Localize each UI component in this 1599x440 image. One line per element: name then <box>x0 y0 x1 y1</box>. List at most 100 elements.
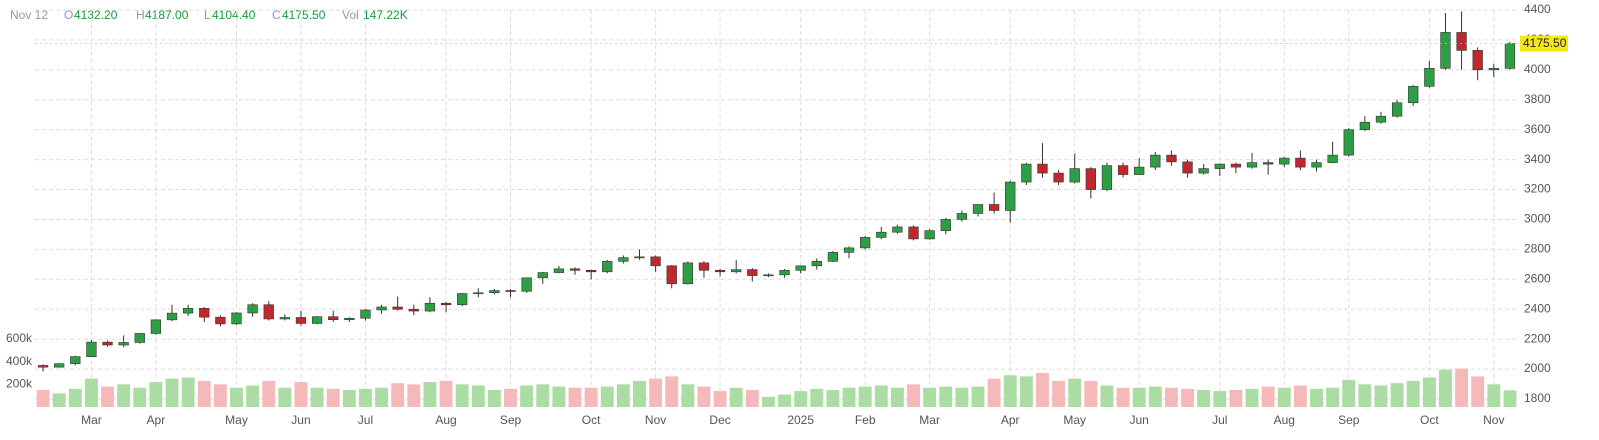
candle-body <box>473 292 484 295</box>
volume-bars <box>36 368 1517 407</box>
volume-bar <box>1277 387 1291 407</box>
x-tick-label: Oct <box>582 413 601 427</box>
volume-bar <box>1390 383 1404 407</box>
volume-bar <box>165 378 179 407</box>
volume-bar <box>407 384 421 407</box>
candle-body <box>231 312 242 325</box>
x-tick-label: Apr <box>1001 413 1020 427</box>
candle-body <box>1246 162 1258 168</box>
volume-bar <box>101 386 114 407</box>
last-price-label: 4175.50 <box>1523 36 1567 50</box>
candle-body <box>1069 168 1080 183</box>
x-tick-label: Feb <box>855 413 876 427</box>
y-tick-label: 3400 <box>1524 152 1551 166</box>
y-tick-label: 2600 <box>1524 271 1551 285</box>
candle-body <box>827 252 839 262</box>
candle-body <box>1263 162 1274 165</box>
candle-body <box>279 317 290 320</box>
volume-bar <box>230 387 243 407</box>
header-label: Vol <box>342 8 359 22</box>
volume-bar <box>375 387 389 407</box>
candle-body <box>311 316 323 324</box>
candle-body <box>489 290 500 294</box>
candle-body <box>1311 162 1322 168</box>
volume-bar <box>294 382 308 407</box>
header-value: 4132.20 <box>74 8 118 22</box>
candle-body <box>199 308 210 318</box>
volume-bar <box>536 384 550 407</box>
candle-body <box>1053 172 1064 183</box>
candle-body <box>892 226 903 233</box>
candle-body <box>908 226 919 240</box>
candle-body <box>295 317 307 324</box>
candle-body <box>553 268 565 273</box>
volume-bar <box>1084 380 1098 407</box>
candle-body <box>698 262 710 271</box>
candle-body <box>1279 157 1290 165</box>
candle-body <box>1037 163 1048 174</box>
candle-body <box>1343 129 1354 156</box>
candle-body <box>1117 165 1129 175</box>
candle-body <box>263 304 274 320</box>
volume-bar <box>697 386 711 407</box>
volume-bar <box>117 384 131 407</box>
x-tick-label: Jul <box>1212 413 1227 427</box>
header-value: 147.22K <box>363 8 408 22</box>
volume-bar <box>326 388 340 407</box>
candle-body <box>860 237 871 249</box>
ohlc-header: Nov 12 O 4132.20 H 4187.00 L 4104.40 C 4… <box>10 8 408 22</box>
volume-bar <box>1342 379 1356 407</box>
candle-body <box>328 316 339 321</box>
candle-body <box>440 302 452 306</box>
candle-body <box>344 317 355 321</box>
x-tick-label: May <box>225 413 248 427</box>
header-date: Nov 12 <box>10 8 48 22</box>
x-tick-label: Jul <box>358 413 373 427</box>
candle-body <box>763 274 774 277</box>
candle-body <box>376 306 387 311</box>
last-price-box <box>1520 35 1568 52</box>
volume-bar <box>310 387 324 407</box>
candle-body <box>37 365 49 368</box>
volume-bar <box>149 382 163 407</box>
x-tick-label: 2025 <box>787 413 814 427</box>
volume-bar <box>471 385 485 407</box>
candle-body <box>424 302 436 312</box>
y-tick-label: 3200 <box>1524 182 1551 196</box>
candle-body <box>1504 43 1516 69</box>
volume-bar <box>1229 390 1243 407</box>
volume-bar <box>1439 369 1452 407</box>
volume-bar <box>1213 391 1227 407</box>
candle-body <box>1230 163 1242 168</box>
volume-bar <box>987 378 1001 407</box>
volume-bar <box>520 385 534 407</box>
candle-body <box>1327 154 1338 163</box>
candle-body <box>811 261 822 267</box>
x-tick-label: May <box>1063 413 1086 427</box>
volume-tick-label: 600k <box>6 331 33 345</box>
volume-bar <box>874 385 888 407</box>
x-tick-label: Aug <box>435 413 456 427</box>
volume-bar <box>810 388 824 407</box>
candle-body <box>956 213 968 220</box>
x-tick-label: Nov <box>645 413 666 427</box>
candle-body <box>70 356 81 364</box>
x-tick-label: Jun <box>291 413 310 427</box>
volume-bar <box>600 386 614 407</box>
candle-body <box>1021 163 1032 183</box>
candle-body <box>521 277 532 292</box>
y-tick-label: 3800 <box>1524 92 1551 106</box>
header-label: H <box>136 8 145 22</box>
x-tick-label: Dec <box>709 413 730 427</box>
volume-bar <box>1293 385 1307 407</box>
volume-bar <box>84 378 98 407</box>
volume-bar <box>1019 376 1033 407</box>
volume-bar <box>923 387 937 407</box>
volume-bar <box>1455 368 1469 407</box>
volume-bar <box>649 378 663 407</box>
volume-bar <box>342 390 356 407</box>
candle-body <box>457 293 468 306</box>
candle-body <box>1375 115 1387 123</box>
candle-body <box>1295 157 1306 168</box>
volume-bar <box>1326 387 1340 407</box>
